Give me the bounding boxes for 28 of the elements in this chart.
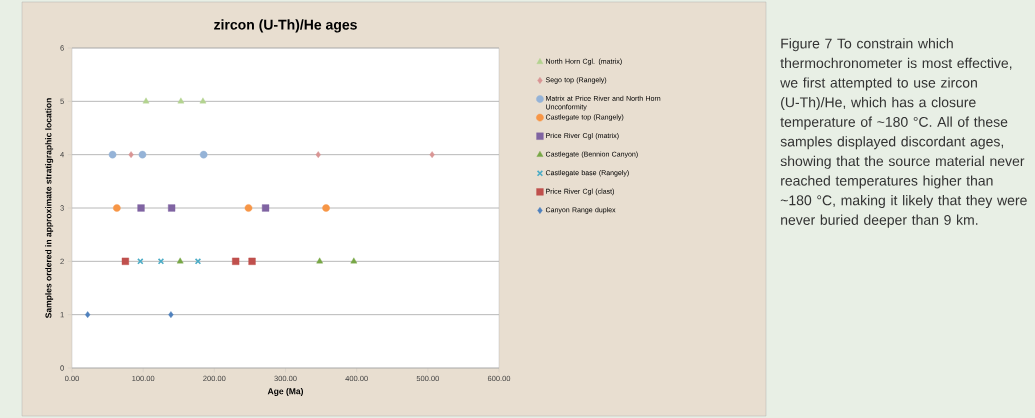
point bbox=[315, 151, 321, 159]
point bbox=[199, 150, 208, 159]
point bbox=[121, 257, 129, 265]
point bbox=[108, 150, 117, 159]
point bbox=[350, 257, 358, 264]
point bbox=[248, 257, 256, 265]
point bbox=[85, 311, 91, 319]
point bbox=[128, 151, 134, 159]
point bbox=[137, 258, 144, 265]
point bbox=[142, 97, 150, 104]
point bbox=[168, 204, 176, 212]
point bbox=[137, 204, 145, 212]
y-axis-title: Samples ordered in approximate stratigraphic location bbox=[45, 98, 54, 319]
point bbox=[232, 257, 240, 265]
text: Figure 7 To constrain which thermochronometer is most effective, we first attempted to use zircon (U-Th)/He, which has a closure temperature of ~180 °C. All of these samples displayed discordant ages, showing that the source material never reached temperatures higher than ~180 °C, making it likely that they were never buried deeper than 9 km. bbox=[780, 38, 1027, 228]
point bbox=[168, 311, 174, 319]
point bbox=[244, 204, 253, 212]
x-axis-title: Age (Ma) bbox=[267, 387, 304, 396]
point bbox=[322, 204, 330, 212]
point bbox=[316, 257, 323, 264]
point bbox=[199, 97, 207, 104]
point bbox=[429, 151, 435, 159]
chart-title: zircon (U-Th)/He ages bbox=[214, 19, 357, 33]
point bbox=[113, 204, 121, 212]
point bbox=[177, 97, 185, 104]
point bbox=[176, 257, 184, 264]
point bbox=[138, 150, 147, 159]
point bbox=[261, 204, 270, 212]
